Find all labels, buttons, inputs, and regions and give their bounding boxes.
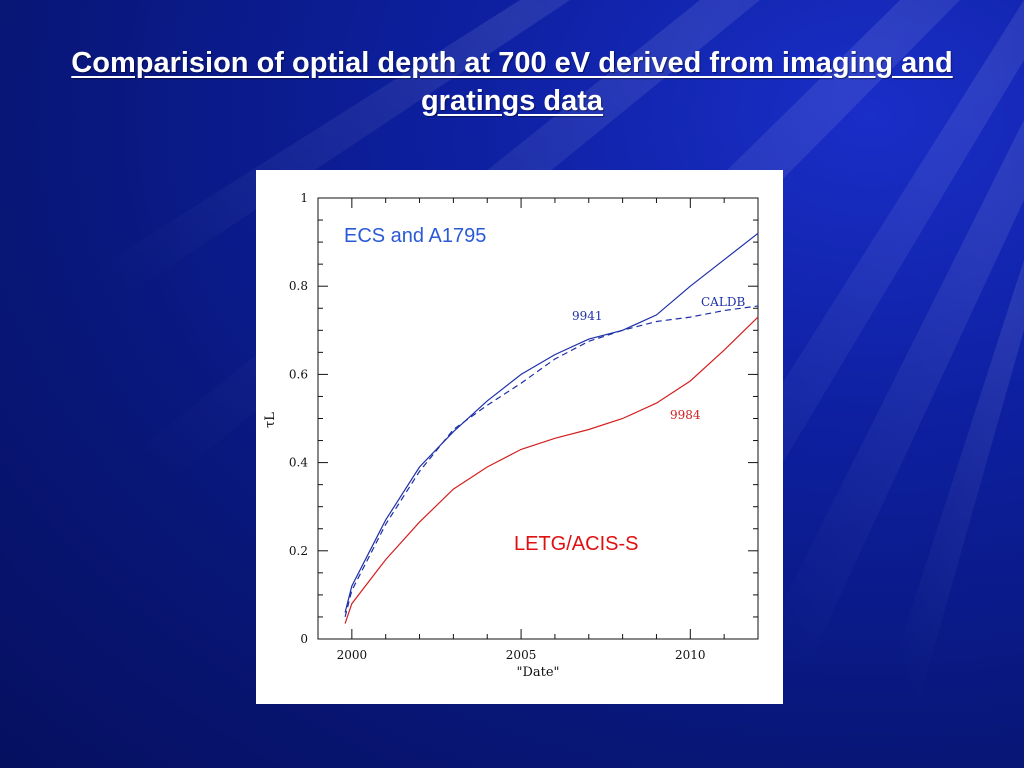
series-label-9984: 9984 xyxy=(670,408,701,422)
y-axis-label-text: τL xyxy=(263,412,278,428)
series-line-caldb xyxy=(344,305,759,618)
y-tick-label: 0.6 xyxy=(289,367,308,381)
series-line-9984 xyxy=(344,316,759,624)
x-tick-label: 2000 xyxy=(337,648,368,662)
x-tick-label: 2010 xyxy=(675,648,706,662)
series-label-9941: 9941 xyxy=(572,309,603,323)
annotation-ecs-a1795: ECS and A1795 xyxy=(344,225,486,247)
slide-title: Comparision of optial depth at 700 eV de… xyxy=(71,47,953,117)
series-line-9941 xyxy=(344,232,759,613)
y-tick-label: 0.4 xyxy=(289,456,308,470)
chart-svg: 2000 2005 2010 0 0.2 0.4 0.6 0.8 1 "Date" τL 994… xyxy=(263,191,759,680)
series-layer xyxy=(344,232,759,624)
ticks-layer: 2000 2005 2010 0 0.2 0.4 0.6 0.8 1 xyxy=(289,191,759,662)
x-axis-label: "Date" xyxy=(516,665,559,680)
y-tick-label: 0 xyxy=(300,632,308,646)
series-label-caldb: CALDB xyxy=(701,295,745,309)
x-tick-label: 2005 xyxy=(506,648,537,662)
y-tick-label: 0.2 xyxy=(289,544,308,558)
chart-panel: 2000 2005 2010 0 0.2 0.4 0.6 0.8 1 "Date" τL 994… xyxy=(256,170,783,704)
annotation-letg-acis-s: LETG/ACIS-S xyxy=(514,533,638,555)
y-tick-label: 0.8 xyxy=(289,279,308,293)
y-axis-label: τL xyxy=(263,412,278,428)
y-tick-label: 1 xyxy=(300,191,308,205)
